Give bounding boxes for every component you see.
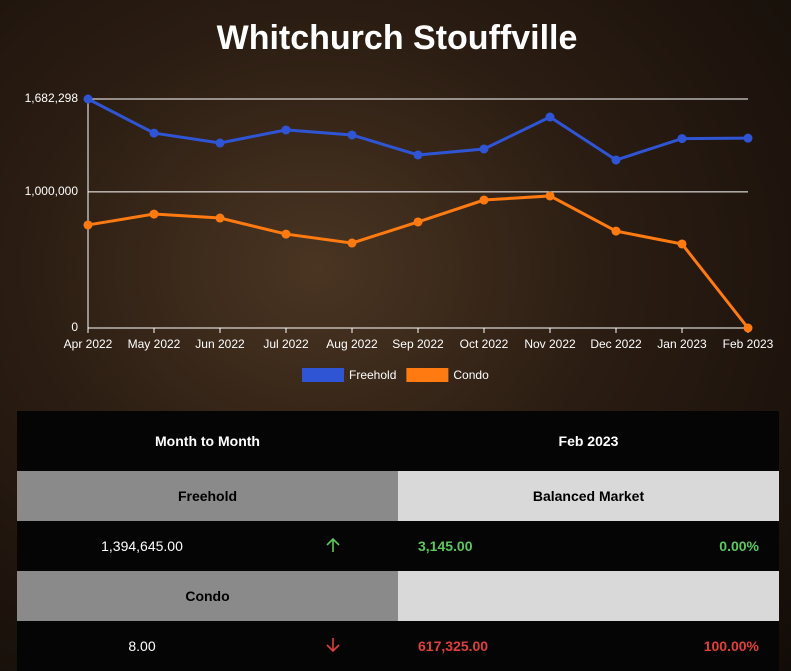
- point: [611, 226, 621, 236]
- x-tick-label: Nov 2022: [524, 337, 576, 351]
- point: [479, 144, 489, 154]
- section-row: Freehold Balanced Market: [17, 471, 779, 521]
- x-tick-label: Jul 2022: [263, 337, 309, 351]
- header-cell: Feb 2023: [558, 433, 619, 449]
- point: [743, 323, 753, 333]
- point: [215, 213, 225, 223]
- section-status: Balanced Market: [398, 471, 779, 521]
- legend-label: Freehold: [349, 368, 396, 382]
- point: [149, 128, 159, 138]
- x-tick-label: Jun 2022: [195, 337, 245, 351]
- percent: 100.00%: [703, 638, 759, 654]
- point: [281, 125, 291, 135]
- x-tick-label: Apr 2022: [64, 337, 113, 351]
- arrow-down: [267, 637, 398, 656]
- arrow-up: [267, 537, 398, 556]
- change: 617,325.00: [418, 638, 489, 654]
- section-name: Freehold: [17, 471, 398, 521]
- section-name: Condo: [17, 571, 398, 621]
- x-tick-label: Feb 2023: [723, 337, 774, 351]
- chart-title: Whitchurch Stouffville: [217, 19, 578, 57]
- value: 1,394,645.00: [101, 538, 183, 554]
- y-tick-label: 1,000,000: [25, 184, 79, 198]
- point: [347, 238, 357, 248]
- change: 3,145.00: [418, 538, 473, 554]
- x-tick-label: Jan 2023: [657, 337, 707, 351]
- point: [83, 94, 93, 104]
- point: [545, 191, 555, 201]
- x-tick-label: Aug 2022: [326, 337, 378, 351]
- series-line: [87, 194, 750, 329]
- point: [677, 134, 687, 144]
- point: [347, 130, 357, 140]
- point: [215, 138, 225, 148]
- header-cell: Month to Month: [155, 433, 260, 449]
- point: [545, 112, 555, 122]
- point: [611, 155, 621, 165]
- table-header: Month to Month Feb 2023: [17, 411, 779, 471]
- point: [743, 133, 753, 143]
- x-tick-label: Sep 2022: [392, 337, 444, 351]
- point: [413, 150, 423, 160]
- legend-swatch: [406, 368, 449, 382]
- point: [149, 209, 159, 219]
- y-tick-label: 1,682,298: [25, 91, 79, 105]
- section-status: [398, 571, 779, 621]
- percent: 0.00%: [719, 538, 759, 554]
- x-tick-label: May 2022: [128, 337, 181, 351]
- point: [479, 195, 489, 205]
- chart: Whitchurch Stouffville 0 1,000,000 1,682,2…: [25, 19, 774, 382]
- y-tick-label: 0: [71, 320, 78, 334]
- legend-label: Condo: [453, 368, 489, 382]
- point: [281, 229, 291, 239]
- section-row: Condo: [17, 571, 779, 621]
- value-row: 1,394,645.00 3,145.00 0.00%: [17, 521, 779, 571]
- point: [83, 220, 93, 230]
- summary-table: Month to Month Feb 2023 Freehold Balance…: [17, 411, 779, 671]
- value-row: 8.00 617,325.00 100.00%: [17, 621, 779, 671]
- legend-swatch: [302, 368, 344, 382]
- point: [413, 217, 423, 227]
- x-tick-label: Oct 2022: [460, 337, 509, 351]
- point: [677, 239, 687, 249]
- x-tick-label: Dec 2022: [590, 337, 642, 351]
- value: 8.00: [128, 638, 156, 654]
